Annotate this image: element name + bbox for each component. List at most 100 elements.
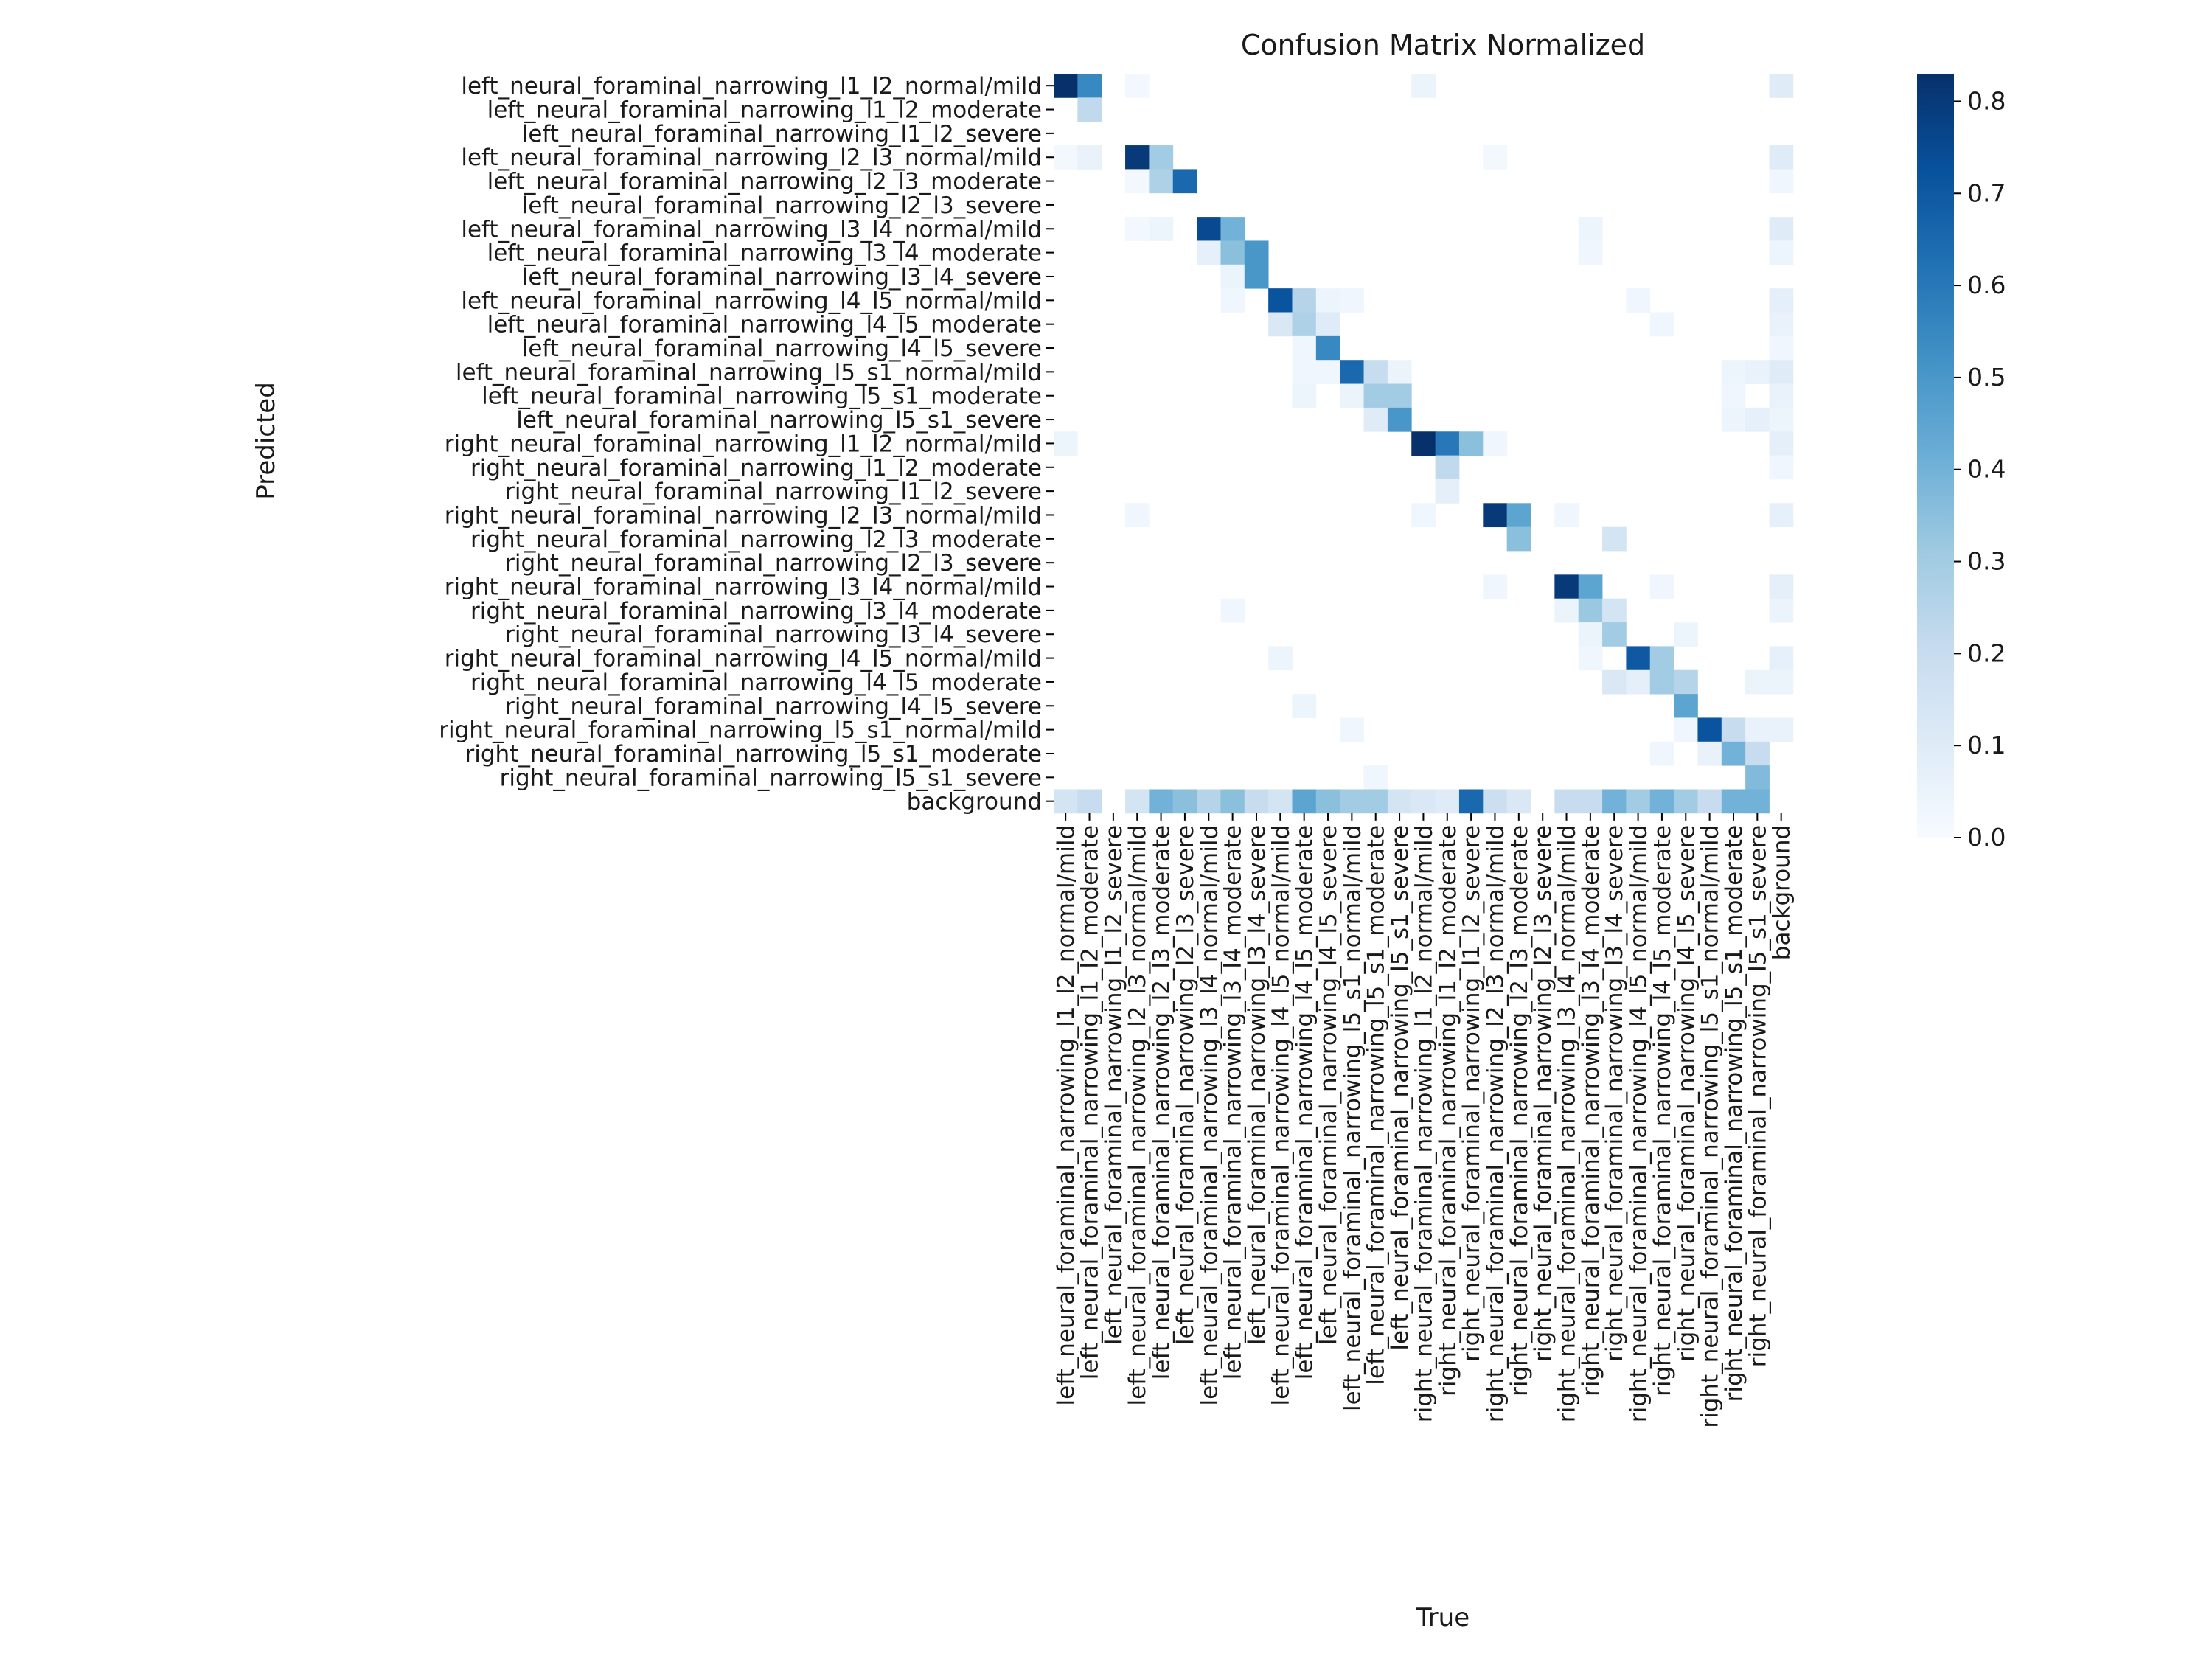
heatmap-cell — [1387, 383, 1412, 408]
heatmap-cell — [1483, 503, 1508, 528]
y-tick-label: left_neural_foraminal_narrowing_l4_l5_no… — [461, 288, 1042, 314]
colorbar-tick-label: 0.0 — [1967, 823, 2006, 852]
heatmap-cell — [1578, 574, 1603, 599]
heatmap-cell — [1387, 407, 1412, 432]
y-tick-label: left_neural_foraminal_narrowing_l3_l4_mo… — [487, 240, 1042, 267]
x-tick-label: right_neural_foraminal_narrowing_l2_l3_n… — [1482, 825, 1509, 1422]
y-tick-label: left_neural_foraminal_narrowing_l5_s1_se… — [516, 407, 1042, 434]
y-tick-label: left_neural_foraminal_narrowing_l5_s1_no… — [456, 359, 1042, 386]
y-tick-label: left_neural_foraminal_narrowing_l2_l3_se… — [522, 192, 1042, 219]
colorbar-gradient — [1917, 74, 1954, 838]
y-tick-label: right_neural_foraminal_narrowing_l2_l3_s… — [505, 550, 1042, 577]
heatmap-cell — [1340, 717, 1364, 742]
heatmap-cell — [1125, 789, 1150, 814]
heatmap-cell — [1769, 431, 1794, 456]
colorbar-tick-label: 0.5 — [1967, 363, 2006, 392]
heatmap-cell — [1077, 97, 1102, 122]
colorbar-tick-label: 0.4 — [1967, 455, 2006, 484]
heatmap-cell — [1745, 765, 1770, 790]
heatmap-cell — [1458, 431, 1484, 456]
heatmap-cells — [1054, 74, 1794, 814]
x-tick-label: left_neural_foraminal_narrowing_l4_l5_se… — [1315, 825, 1342, 1345]
y-tick-label: left_neural_foraminal_narrowing_l5_s1_mo… — [481, 383, 1042, 410]
x-tick-label: right_neural_foraminal_narrowing_l5_s1_n… — [1697, 825, 1724, 1428]
heatmap-cell — [1554, 789, 1579, 814]
heatmap-cell — [1435, 479, 1460, 504]
y-tick-label: right_neural_foraminal_narrowing_l5_s1_m… — [465, 741, 1042, 768]
heatmap-cell — [1649, 574, 1674, 599]
heatmap-cell — [1697, 741, 1722, 766]
heatmap-cell — [1769, 288, 1794, 313]
x-tick-label: left_neural_foraminal_narrowing_l3_l4_no… — [1196, 825, 1222, 1406]
heatmap-cell — [1554, 598, 1579, 623]
heatmap-cell — [1769, 169, 1794, 194]
heatmap-cell — [1197, 240, 1221, 265]
heatmap-cell — [1149, 789, 1174, 814]
heatmap-cell — [1435, 431, 1460, 456]
heatmap-cell — [1649, 789, 1674, 814]
heatmap-cell — [1054, 789, 1078, 814]
heatmap-cell — [1769, 312, 1794, 337]
x-tick-label: right_neural_foraminal_narrowing_l3_l4_s… — [1601, 825, 1628, 1362]
heatmap-cell — [1292, 694, 1317, 718]
x-tick-label: left_neural_foraminal_narrowing_l2_l3_no… — [1124, 825, 1151, 1406]
heatmap-cell — [1340, 360, 1364, 384]
y-tick-label: right_neural_foraminal_narrowing_l4_l5_s… — [505, 693, 1042, 720]
heatmap-cell — [1363, 360, 1388, 384]
x-tick-label: right_neural_foraminal_narrowing_l3_l4_m… — [1578, 825, 1604, 1397]
x-axis-label: True — [1416, 1603, 1470, 1632]
heatmap-cell — [1578, 789, 1603, 814]
heatmap-cell — [1435, 455, 1460, 480]
heatmap-cell — [1149, 217, 1174, 241]
heatmap-cell — [1626, 669, 1651, 695]
heatmap-cell — [1340, 789, 1364, 814]
heatmap-cell — [1483, 789, 1508, 814]
heatmap-cell — [1197, 217, 1221, 241]
x-tick-label: right_neural_foraminal_narrowing_l1_l2_s… — [1458, 825, 1485, 1362]
x-tick-label: right_neural_foraminal_narrowing_l2_l3_s… — [1530, 825, 1557, 1362]
heatmap-cell — [1578, 646, 1603, 671]
x-tick-label: right_neural_foraminal_narrowing_l5_s1_s… — [1745, 825, 1771, 1367]
heatmap-cell — [1220, 288, 1245, 313]
heatmap-cell — [1602, 598, 1627, 623]
x-tick-label: left_neural_foraminal_narrowing_l5_s1_mo… — [1363, 825, 1390, 1385]
y-tick-label: right_neural_foraminal_narrowing_l4_l5_m… — [470, 669, 1042, 696]
heatmap-cell — [1315, 335, 1340, 361]
heatmap-cell — [1292, 789, 1317, 814]
heatmap-cell — [1769, 503, 1794, 528]
y-tick-label: right_neural_foraminal_narrowing_l2_l3_m… — [470, 526, 1042, 553]
y-tick-label: left_neural_foraminal_narrowing_l2_l3_mo… — [487, 169, 1042, 195]
heatmap-cell — [1769, 669, 1794, 695]
heatmap-cell — [1602, 669, 1627, 695]
heatmap-cell — [1172, 169, 1197, 194]
heatmap-cell — [1172, 789, 1197, 814]
y-tick-label: left_neural_foraminal_narrowing_l1_l2_mo… — [487, 97, 1042, 124]
heatmap-cell — [1340, 288, 1364, 313]
heatmap-cell — [1769, 407, 1794, 432]
heatmap-cell — [1363, 765, 1388, 790]
heatmap-cell — [1721, 360, 1746, 384]
y-tick-label: right_neural_foraminal_narrowing_l3_l4_m… — [470, 598, 1042, 625]
heatmap-cell — [1721, 717, 1746, 742]
heatmap-cell — [1387, 789, 1412, 814]
heatmap-cell — [1769, 240, 1794, 265]
y-tick-label: right_neural_foraminal_narrowing_l1_l2_s… — [505, 479, 1042, 505]
chart-title: Confusion Matrix Normalized — [1241, 29, 1645, 61]
heatmap-cell — [1674, 789, 1698, 814]
x-tick-label: right_neural_foraminal_narrowing_l1_l2_m… — [1435, 825, 1461, 1397]
y-tick-label: left_neural_foraminal_narrowing_l1_l2_se… — [522, 121, 1042, 147]
heatmap-cell — [1721, 789, 1746, 814]
heatmap-cell — [1769, 217, 1794, 241]
x-tick-label: background — [1769, 825, 1795, 960]
heatmap-cell — [1506, 526, 1531, 552]
x-tick-labels: left_neural_foraminal_narrowing_l1_l2_no… — [1053, 813, 1795, 1428]
x-tick-label: right_neural_foraminal_narrowing_l4_l5_m… — [1649, 825, 1676, 1397]
heatmap-cell — [1077, 145, 1102, 170]
heatmap-cell — [1268, 646, 1293, 671]
heatmap-cell — [1220, 598, 1245, 623]
x-tick-label: left_neural_foraminal_narrowing_l1_l2_mo… — [1077, 825, 1104, 1380]
heatmap-cell — [1745, 407, 1770, 432]
heatmap-cell — [1769, 574, 1794, 599]
y-tick-label: left_neural_foraminal_narrowing_l1_l2_no… — [461, 73, 1042, 100]
